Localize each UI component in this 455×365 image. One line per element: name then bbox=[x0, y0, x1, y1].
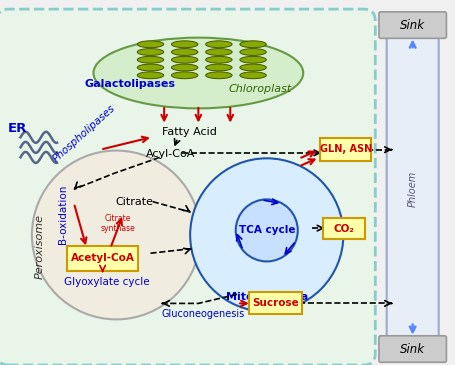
FancyBboxPatch shape bbox=[386, 33, 438, 345]
Text: GLN, ASN: GLN, ASN bbox=[319, 144, 371, 154]
Ellipse shape bbox=[171, 64, 197, 71]
Text: Mitochondria: Mitochondria bbox=[225, 292, 307, 303]
Text: CO₂: CO₂ bbox=[333, 224, 354, 234]
Text: Chloroplast: Chloroplast bbox=[228, 84, 291, 94]
Ellipse shape bbox=[205, 41, 232, 48]
Text: Citrate: Citrate bbox=[115, 197, 153, 207]
Text: Phospholipases: Phospholipases bbox=[51, 103, 117, 164]
Text: Acyl-CoA: Acyl-CoA bbox=[146, 149, 195, 159]
Text: Glyoxylate cycle: Glyoxylate cycle bbox=[64, 277, 150, 287]
Text: Citrate
synthase: Citrate synthase bbox=[100, 214, 135, 233]
FancyBboxPatch shape bbox=[248, 292, 301, 314]
Ellipse shape bbox=[205, 49, 232, 55]
Text: TCA cycle: TCA cycle bbox=[238, 226, 294, 235]
Text: Sink: Sink bbox=[399, 19, 424, 32]
FancyBboxPatch shape bbox=[322, 218, 364, 239]
Ellipse shape bbox=[239, 72, 266, 79]
Ellipse shape bbox=[171, 56, 197, 63]
Ellipse shape bbox=[239, 41, 266, 48]
Ellipse shape bbox=[137, 41, 163, 48]
Circle shape bbox=[32, 150, 200, 319]
Ellipse shape bbox=[93, 38, 303, 108]
Ellipse shape bbox=[239, 64, 266, 71]
FancyBboxPatch shape bbox=[0, 9, 374, 365]
Circle shape bbox=[190, 158, 343, 312]
Text: B-oxidation: B-oxidation bbox=[58, 185, 68, 244]
Text: Sink: Sink bbox=[399, 342, 424, 356]
Ellipse shape bbox=[171, 41, 197, 48]
Text: Phloem: Phloem bbox=[407, 171, 417, 207]
Ellipse shape bbox=[171, 49, 197, 55]
Ellipse shape bbox=[239, 56, 266, 63]
Text: ER: ER bbox=[8, 122, 27, 135]
Text: Peroxisome: Peroxisome bbox=[35, 214, 45, 279]
Ellipse shape bbox=[171, 72, 197, 79]
Ellipse shape bbox=[137, 56, 163, 63]
FancyBboxPatch shape bbox=[67, 246, 137, 270]
Ellipse shape bbox=[137, 49, 163, 55]
FancyBboxPatch shape bbox=[378, 12, 445, 38]
Ellipse shape bbox=[137, 72, 163, 79]
Text: Galactolipases: Galactolipases bbox=[84, 80, 175, 89]
Ellipse shape bbox=[205, 56, 232, 63]
Text: Gluconeogenesis: Gluconeogenesis bbox=[161, 309, 244, 319]
Text: Fatty Acid: Fatty Acid bbox=[162, 127, 216, 137]
FancyBboxPatch shape bbox=[378, 336, 445, 362]
Text: Acetyl-CoA: Acetyl-CoA bbox=[71, 253, 134, 263]
FancyBboxPatch shape bbox=[319, 138, 370, 161]
Text: Sucrose: Sucrose bbox=[252, 299, 298, 308]
Ellipse shape bbox=[205, 72, 232, 79]
Circle shape bbox=[235, 199, 297, 261]
Ellipse shape bbox=[239, 49, 266, 55]
Ellipse shape bbox=[137, 64, 163, 71]
Ellipse shape bbox=[205, 64, 232, 71]
